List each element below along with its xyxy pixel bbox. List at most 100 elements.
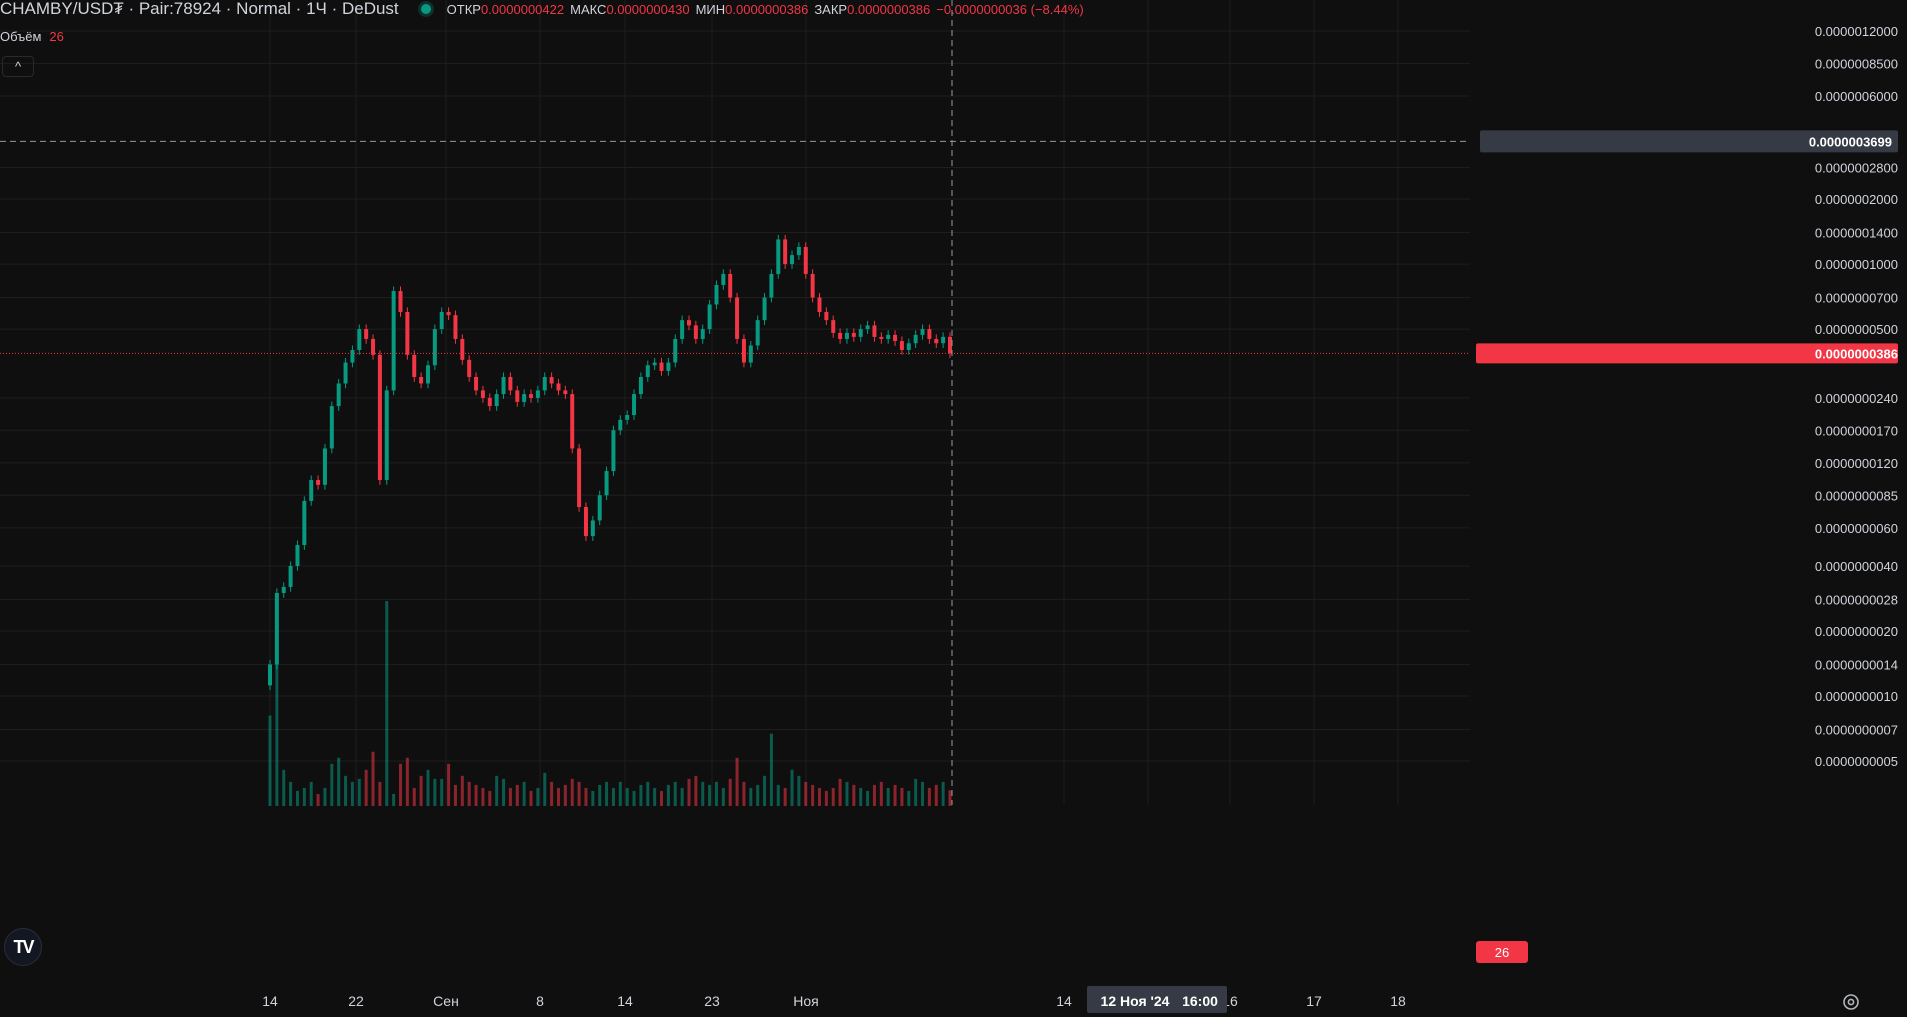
volume-bar [907, 790, 911, 806]
candle-body [638, 376, 643, 395]
close-label: ЗАКР [814, 1, 848, 17]
volume-bar [364, 769, 368, 806]
volume-bar [708, 784, 712, 806]
volume-bar [508, 787, 512, 806]
volume-bar [295, 790, 299, 806]
high-label: МАКС [570, 1, 607, 17]
volume-bar [337, 757, 341, 806]
candle-body [611, 430, 616, 472]
candle-body [721, 273, 726, 285]
volume-bar [316, 793, 320, 806]
x-tick-label: 22 [348, 993, 364, 1009]
volume-bar [433, 778, 437, 806]
candle-body [872, 325, 877, 337]
volume-bar [872, 784, 876, 806]
x-tick-label: Ноя [793, 993, 818, 1009]
candle-body [783, 239, 788, 265]
candle-body [748, 345, 753, 363]
last-price-badge [1476, 343, 1898, 364]
candle-body [858, 329, 863, 337]
volume-bar [660, 790, 664, 806]
candle-body [577, 448, 582, 508]
volume-bar [344, 775, 348, 806]
candle-body [927, 329, 932, 339]
candle-body [831, 320, 836, 333]
candle-body [666, 362, 671, 371]
volume-bar [941, 781, 945, 806]
open-value: 0.0000000422 [480, 1, 565, 17]
volume-bar [927, 787, 931, 806]
candle-body [357, 329, 362, 351]
tradingview-logo[interactable]: TV [4, 928, 42, 966]
candle-body [405, 311, 410, 355]
volume-bar [783, 787, 787, 806]
candle-body [810, 273, 815, 298]
y-tick-label: 0.0000000060 [1815, 521, 1898, 536]
candle-body [371, 338, 376, 355]
volume-bar [618, 781, 622, 806]
candle-body [549, 376, 554, 384]
y-tick-label: 0.0000000007 [1815, 722, 1898, 737]
candle-body [529, 394, 534, 398]
volume-legend[interactable]: Объём 26 [0, 29, 64, 44]
candle-body [425, 365, 430, 384]
symbol-info[interactable]: CHAMBY/USD₮ · Pair:78924 · Normal · 1Ч ·… [0, 0, 399, 18]
volume-bar [570, 778, 574, 806]
volume-bar [330, 763, 334, 806]
candle-body [590, 520, 595, 537]
volume-bar [440, 778, 444, 806]
market-status-icon [420, 4, 431, 14]
volume-bar [632, 790, 636, 806]
x-tick-label: 14 [1056, 993, 1072, 1009]
candle-body [391, 291, 396, 391]
volume-bar [721, 787, 725, 806]
candle-body [906, 343, 911, 351]
y-tick-label: 0.0000000005 [1815, 754, 1898, 769]
candle-body [343, 362, 348, 384]
candle-body [446, 311, 451, 316]
volume-bar [769, 733, 773, 806]
candle-body [735, 297, 740, 339]
y-tick-label: 0.0000000700 [1815, 291, 1898, 306]
volume-value: 26 [49, 29, 64, 44]
volume-bar [831, 787, 835, 806]
volume-bar [666, 784, 670, 806]
candle-body [350, 350, 355, 363]
volume-bar [639, 784, 643, 806]
candle-body [645, 365, 650, 377]
candle-body [460, 338, 465, 360]
candle-body [865, 325, 870, 330]
volume-bar [893, 784, 897, 806]
y-tick-label: 0.0000000500 [1815, 322, 1898, 337]
volume-bar [790, 769, 794, 806]
candle-body [295, 545, 300, 566]
candle-body [920, 329, 925, 335]
gear-icon[interactable] [1841, 992, 1861, 1012]
volume-bar [495, 775, 499, 806]
candle-body [377, 354, 382, 481]
volume-bar [467, 781, 471, 806]
candle-body [769, 273, 774, 298]
volume-bar [550, 781, 554, 806]
x-tick-label: 18 [1390, 993, 1406, 1009]
candle-body [886, 334, 891, 339]
candle-body [515, 390, 520, 402]
volume-bar [756, 784, 760, 806]
candle-body [570, 394, 575, 449]
y-tick-label: 0.0000000240 [1815, 391, 1898, 406]
candle-body [432, 329, 437, 366]
volume-bar [412, 787, 416, 806]
volume-bar [687, 778, 691, 806]
candle-body [268, 664, 272, 686]
y-tick-label: 0.0000001000 [1815, 257, 1898, 272]
volume-bar [605, 781, 609, 806]
candle-body [563, 390, 568, 395]
volume-bar [598, 784, 602, 806]
volume-bar [419, 775, 423, 806]
candle-body [762, 297, 767, 321]
candle-body [412, 354, 417, 377]
candle-body [542, 376, 547, 391]
candle-body [274, 592, 279, 665]
collapse-legend-button[interactable]: ^ [2, 56, 34, 77]
